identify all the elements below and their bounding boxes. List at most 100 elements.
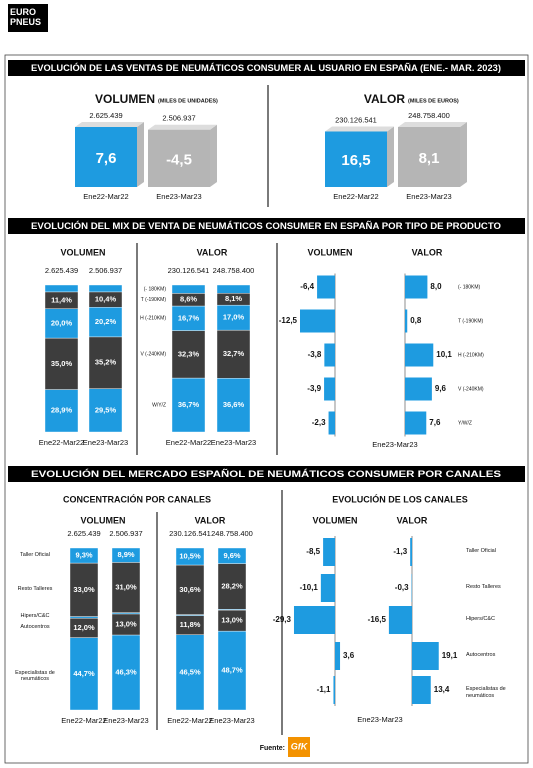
- header-bar: [8, 466, 525, 482]
- total-label: 2.625.439: [67, 529, 100, 538]
- x-tick-label: Ene22-Mar22: [61, 716, 106, 725]
- bar-segment: [88, 388, 123, 433]
- value-label: 12,0%: [73, 623, 95, 632]
- bar: [75, 127, 137, 187]
- x-tick-label: Ene23-Mar23: [211, 438, 256, 447]
- bar-segment: [69, 616, 99, 619]
- header-title: EVOLUCIÓN DEL MERCADO ESPAÑOL DE NEUMÁTI…: [31, 468, 501, 480]
- growth-label: 16,5: [341, 152, 370, 169]
- value-label: -2,3: [312, 418, 326, 427]
- value-label: -29,3: [273, 615, 292, 624]
- chart-title: EVOLUCIÓN DE LOS CANALES: [332, 493, 468, 504]
- value-label: 10,5%: [179, 551, 201, 560]
- chart-title: VALOR: [195, 515, 226, 525]
- total-label: 2.506.937: [162, 114, 195, 123]
- series-name-holder: Especialistas de neumáticos: [15, 670, 55, 683]
- value-label: 32,3%: [178, 349, 200, 358]
- bar-segment: [88, 284, 123, 293]
- bar-top: [148, 124, 217, 130]
- total-label: 2.625.439: [45, 266, 78, 275]
- category-label: Autocentros: [466, 652, 496, 658]
- value-label: 36,6%: [223, 400, 245, 409]
- bar: [328, 411, 335, 435]
- total-label: 2.625.439: [89, 111, 122, 120]
- bar-segment: [111, 634, 141, 711]
- bar-segment: [44, 389, 79, 433]
- value-label: -8,5: [306, 547, 320, 556]
- bar: [293, 606, 335, 634]
- chart-title: VOLUMEN: [61, 247, 106, 257]
- bar-segment: [44, 308, 79, 339]
- bar-side: [137, 122, 144, 187]
- header-title: EVOLUCIÓN DE LAS VENTAS DE NEUMÁTICOS CO…: [31, 62, 501, 74]
- series-name: Autocentros: [20, 623, 50, 630]
- bar: [405, 343, 434, 367]
- category-label-holder: Hipers/C&C: [466, 616, 496, 622]
- value-label: 8,1%: [225, 294, 242, 303]
- value-label: -10,1: [300, 583, 319, 592]
- bar: [388, 606, 412, 634]
- value-label: 3,6: [343, 651, 355, 660]
- series-name: Taller Oficial: [20, 551, 50, 558]
- x-tick-label: Ene23-Mar23: [103, 716, 148, 725]
- value-label: 17,0%: [223, 313, 245, 322]
- value-label: -3,8: [308, 350, 322, 359]
- series-name-holder: Autocentros: [20, 623, 50, 630]
- total-label: 230.126.541: [335, 115, 377, 124]
- growth-label: 8,1: [419, 150, 440, 167]
- value-label: -6,4: [300, 282, 314, 291]
- series-name: Hipers/C&C: [20, 613, 50, 620]
- bar: [324, 377, 335, 401]
- value-label: 16,7%: [178, 313, 200, 322]
- x-tick-label: Ene23-Mar23: [406, 192, 451, 201]
- series-name: V (-240KM): [140, 352, 166, 358]
- value-label: 9,3%: [75, 551, 92, 560]
- category-label: Hipers/C&C: [466, 616, 496, 622]
- bar-side: [210, 124, 217, 187]
- frame: [4, 54, 529, 764]
- bar: [148, 129, 210, 187]
- source-logo-box: [288, 737, 310, 757]
- x-tick-label: Ene22-Mar22: [83, 192, 128, 201]
- logo: EURO PNEUS: [10, 7, 42, 27]
- x-tick-label: Ene23-Mar23: [156, 192, 201, 201]
- value-label: 48,7%: [221, 666, 243, 675]
- value-label: 29,5%: [95, 405, 117, 414]
- bar: [410, 538, 412, 566]
- value-label: 13,0%: [115, 619, 137, 628]
- bar-segment: [217, 630, 247, 711]
- bar: [323, 538, 335, 566]
- category-label: Especialistas de neumáticos: [466, 686, 506, 699]
- value-label: -12,5: [279, 316, 298, 325]
- category-label-holder: Especialistas de neumáticos: [466, 686, 506, 699]
- category-label-holder: Autocentros: [466, 652, 496, 658]
- value-label: 28,9%: [51, 406, 73, 415]
- value-label: 28,2%: [221, 581, 243, 590]
- value-label: 9,6%: [223, 551, 240, 560]
- chart-title: VALOR: [364, 92, 405, 106]
- section-title: CONCENTRACIÓN POR CANALES: [63, 493, 211, 504]
- bar-segment: [217, 563, 247, 610]
- bar: [333, 676, 335, 704]
- bar-segment: [69, 637, 99, 711]
- bar-segment: [216, 284, 251, 294]
- series-name: VOLUMEN: [313, 515, 358, 525]
- x-tick-label: Ene22-Mar22: [39, 438, 84, 447]
- series-name: T (-190KM): [141, 297, 167, 303]
- x-tick-label: Ene22-Mar22: [166, 438, 211, 447]
- source: Fuente:: [260, 745, 285, 752]
- value-label: 9,6: [435, 384, 447, 393]
- series-name: (- 180KM): [144, 287, 167, 293]
- value-label: 8,0: [430, 282, 442, 291]
- total-label: 248.758.400: [211, 529, 253, 538]
- series-name: VALOR: [397, 515, 428, 525]
- header-bar: [8, 218, 525, 234]
- value-label: 31,0%: [115, 583, 137, 592]
- value-label: -1,1: [317, 685, 331, 694]
- series-name-holder: Resto Talleres: [18, 586, 53, 592]
- bar: [320, 574, 335, 602]
- chart-subtitle: (MILES DE EUROS): [408, 98, 459, 104]
- chart-title: VOLUMEN: [95, 92, 155, 106]
- x-label: Ene23-Mar23: [357, 715, 402, 724]
- category-label: V (-240KM): [458, 386, 484, 392]
